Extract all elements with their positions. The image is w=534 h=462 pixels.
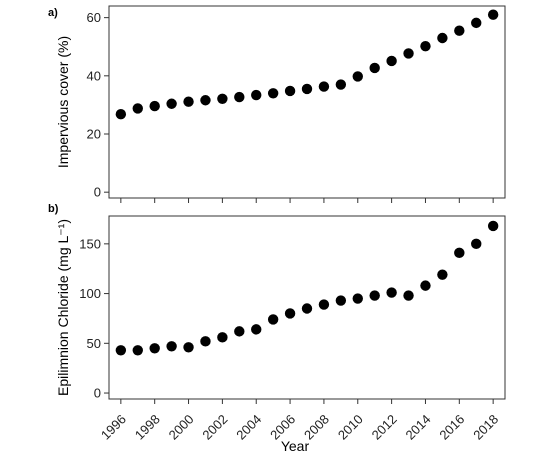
y-tick-label: 100 xyxy=(79,286,101,301)
data-point xyxy=(115,345,127,356)
y-tick-label: 40 xyxy=(87,68,101,83)
data-point xyxy=(335,79,347,90)
data-point xyxy=(217,332,228,343)
data-point xyxy=(149,100,160,112)
data-point xyxy=(487,9,499,20)
data-point xyxy=(149,343,160,354)
y-tick-label: 0 xyxy=(94,386,101,401)
data-point xyxy=(318,81,330,92)
x-tick-label: 2010 xyxy=(335,412,366,443)
data-point xyxy=(335,295,347,306)
data-point xyxy=(471,238,482,250)
y-axis-title: Epilimnion Chloride (mg L⁻¹) xyxy=(55,219,71,396)
data-point xyxy=(284,85,296,97)
data-point xyxy=(267,88,279,99)
data-point xyxy=(200,95,211,106)
data-point xyxy=(318,299,330,310)
panel-label: a) xyxy=(48,7,58,19)
data-point xyxy=(115,109,127,120)
data-point xyxy=(352,71,363,82)
data-point xyxy=(369,62,380,74)
y-tick-label: 0 xyxy=(94,185,101,200)
data-point xyxy=(437,32,448,44)
data-point xyxy=(437,269,448,280)
panel-a: a) 0 20 40 60 Impervious cover (%) xyxy=(48,5,506,203)
x-tick-label: 1998 xyxy=(132,412,163,443)
data-point xyxy=(166,341,177,352)
data-point xyxy=(487,220,499,232)
y-tick-label: 150 xyxy=(79,236,101,251)
data-point xyxy=(234,326,245,337)
data-point xyxy=(301,83,313,95)
y-tick-label: 60 xyxy=(87,10,101,25)
data-point xyxy=(267,314,279,325)
x-tick-label: 2014 xyxy=(403,412,434,443)
y-tick-label: 20 xyxy=(87,127,101,142)
data-point xyxy=(454,25,465,36)
data-point xyxy=(200,336,211,347)
data-point xyxy=(301,303,313,314)
plot-frame xyxy=(108,215,506,400)
data-point xyxy=(183,96,194,107)
data-point xyxy=(369,290,380,301)
x-axis-title: Year xyxy=(281,438,310,454)
data-point xyxy=(386,287,397,298)
x-tick-label: 2018 xyxy=(470,412,501,443)
data-point xyxy=(454,247,465,258)
data-point xyxy=(251,89,262,101)
data-point xyxy=(386,55,397,67)
data-point xyxy=(420,40,431,52)
data-point xyxy=(132,345,143,356)
x-tick-label: 2004 xyxy=(233,412,264,443)
data-point xyxy=(132,103,143,114)
x-tick-label: 2002 xyxy=(199,412,230,443)
data-point xyxy=(420,280,431,291)
data-point xyxy=(234,91,245,103)
x-tick-label: 2012 xyxy=(369,412,400,443)
data-point xyxy=(403,290,414,301)
panel-label: b) xyxy=(48,203,59,215)
data-point xyxy=(471,17,482,29)
data-point xyxy=(251,324,262,335)
data-point xyxy=(217,93,228,105)
x-tick-label: 1996 xyxy=(98,412,129,443)
y-tick-label: 50 xyxy=(87,336,101,351)
data-point xyxy=(166,98,177,109)
data-point xyxy=(352,293,363,304)
plot-frame xyxy=(108,5,506,199)
x-tick-label: 2000 xyxy=(166,412,197,443)
data-point xyxy=(183,342,194,353)
data-point xyxy=(403,48,414,59)
y-axis-title: Impervious cover (%) xyxy=(55,36,71,168)
x-tick-label: 2016 xyxy=(436,412,467,443)
data-point xyxy=(284,308,296,319)
